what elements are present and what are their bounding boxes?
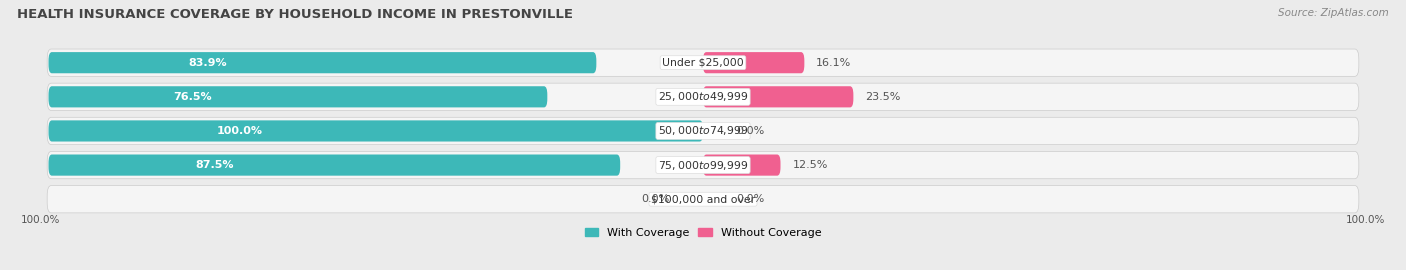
FancyBboxPatch shape [48, 185, 1358, 213]
Text: $75,000 to $99,999: $75,000 to $99,999 [658, 158, 748, 171]
Text: HEALTH INSURANCE COVERAGE BY HOUSEHOLD INCOME IN PRESTONVILLE: HEALTH INSURANCE COVERAGE BY HOUSEHOLD I… [17, 8, 572, 21]
FancyBboxPatch shape [703, 52, 804, 73]
FancyBboxPatch shape [703, 154, 780, 176]
FancyBboxPatch shape [48, 151, 1358, 179]
Text: 12.5%: 12.5% [793, 160, 828, 170]
FancyBboxPatch shape [48, 49, 1358, 76]
FancyBboxPatch shape [48, 154, 620, 176]
Text: $50,000 to $74,999: $50,000 to $74,999 [658, 124, 748, 137]
Text: 100.0%: 100.0% [217, 126, 263, 136]
Legend: With Coverage, Without Coverage: With Coverage, Without Coverage [585, 228, 821, 238]
FancyBboxPatch shape [48, 83, 1358, 110]
FancyBboxPatch shape [48, 86, 547, 107]
FancyBboxPatch shape [48, 52, 596, 73]
Text: 0.0%: 0.0% [737, 126, 765, 136]
FancyBboxPatch shape [48, 120, 703, 141]
Text: 87.5%: 87.5% [195, 160, 233, 170]
Text: $25,000 to $49,999: $25,000 to $49,999 [658, 90, 748, 103]
Text: 16.1%: 16.1% [817, 58, 852, 68]
Text: 76.5%: 76.5% [173, 92, 212, 102]
Text: 83.9%: 83.9% [188, 58, 226, 68]
Text: Under $25,000: Under $25,000 [662, 58, 744, 68]
Text: 0.0%: 0.0% [641, 194, 669, 204]
Text: 0.0%: 0.0% [737, 194, 765, 204]
FancyBboxPatch shape [703, 86, 853, 107]
Text: 100.0%: 100.0% [1346, 215, 1385, 225]
Text: 100.0%: 100.0% [21, 215, 60, 225]
FancyBboxPatch shape [48, 117, 1358, 145]
Text: $100,000 and over: $100,000 and over [651, 194, 755, 204]
Text: 23.5%: 23.5% [865, 92, 901, 102]
Text: Source: ZipAtlas.com: Source: ZipAtlas.com [1278, 8, 1389, 18]
